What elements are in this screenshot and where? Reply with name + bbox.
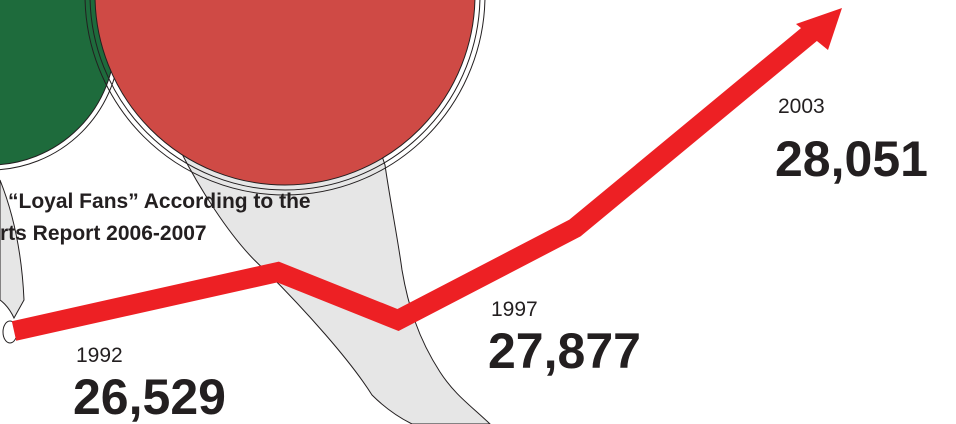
year-label-1992: 1992 (76, 344, 123, 367)
value-label-1997: 27,877 (488, 323, 641, 379)
red-circle-mid (89, 0, 481, 191)
value-label-1992: 26,529 (73, 369, 226, 424)
trend-arrowhead (796, 8, 842, 50)
figure-illustration-left (0, 179, 25, 320)
red-circle (84, 0, 486, 196)
trend-line (11, 24, 819, 341)
year-label-2003: 2003 (778, 95, 825, 118)
value-label-2003: 28,051 (775, 131, 928, 187)
year-label-1997: 1997 (491, 298, 538, 321)
red-circle-inner (94, 0, 476, 186)
caption-line-2: rts Report 2006-2007 (0, 222, 207, 245)
caption-line-1: “Loyal Fans” According to the (8, 190, 311, 213)
